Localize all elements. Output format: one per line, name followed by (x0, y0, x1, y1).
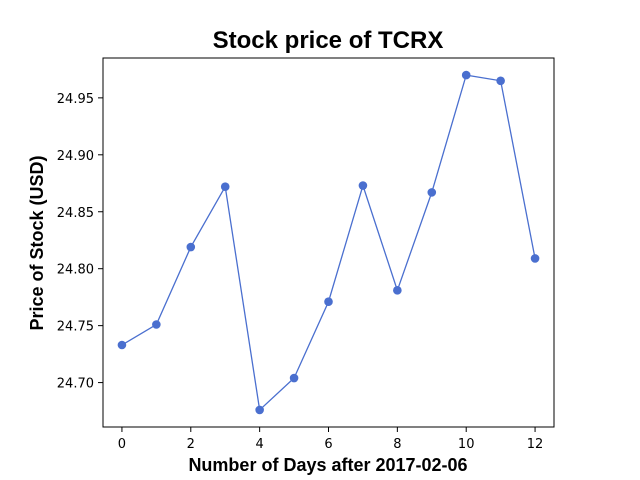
y-tick-label: 24.70 (57, 377, 94, 392)
data-point (393, 286, 402, 295)
data-point (117, 340, 127, 350)
data-point (255, 405, 264, 415)
chart-title: Stock price of TCRX (213, 27, 444, 54)
x-tick-label: 2 (187, 437, 195, 452)
plot-area-frame (102, 57, 555, 428)
x-axis-label: Number of Days after 2017-02-06 (188, 455, 467, 475)
x-tick-label: 8 (393, 437, 401, 452)
data-point (186, 242, 196, 252)
data-point (358, 181, 368, 190)
data-point (152, 320, 161, 329)
data-point (427, 188, 437, 197)
y-axis: 24.70 24.75 24.80 24.85 24.90 24.95 (57, 92, 103, 392)
data-point (496, 76, 505, 86)
y-axis-label: Price of Stock (USD) (27, 155, 47, 330)
x-axis: 0 2 4 6 8 10 12 (118, 427, 544, 452)
x-tick-label: 12 (527, 437, 544, 452)
data-point (220, 182, 230, 191)
series-line (121, 74, 536, 412)
data-point (289, 373, 299, 383)
x-tick-label: 10 (458, 437, 475, 452)
data-point (530, 254, 540, 263)
x-tick-label: 6 (324, 437, 332, 452)
x-tick-label: 4 (256, 437, 264, 452)
y-tick-label: 24.75 (57, 320, 94, 335)
y-tick-label: 24.80 (57, 263, 94, 278)
data-point (461, 70, 471, 80)
y-tick-label: 24.95 (57, 92, 94, 107)
x-tick-label: 0 (118, 437, 126, 452)
y-tick-label: 24.90 (57, 149, 94, 164)
y-tick-label: 24.85 (57, 206, 94, 221)
data-point (324, 297, 333, 307)
series-group (117, 70, 540, 415)
